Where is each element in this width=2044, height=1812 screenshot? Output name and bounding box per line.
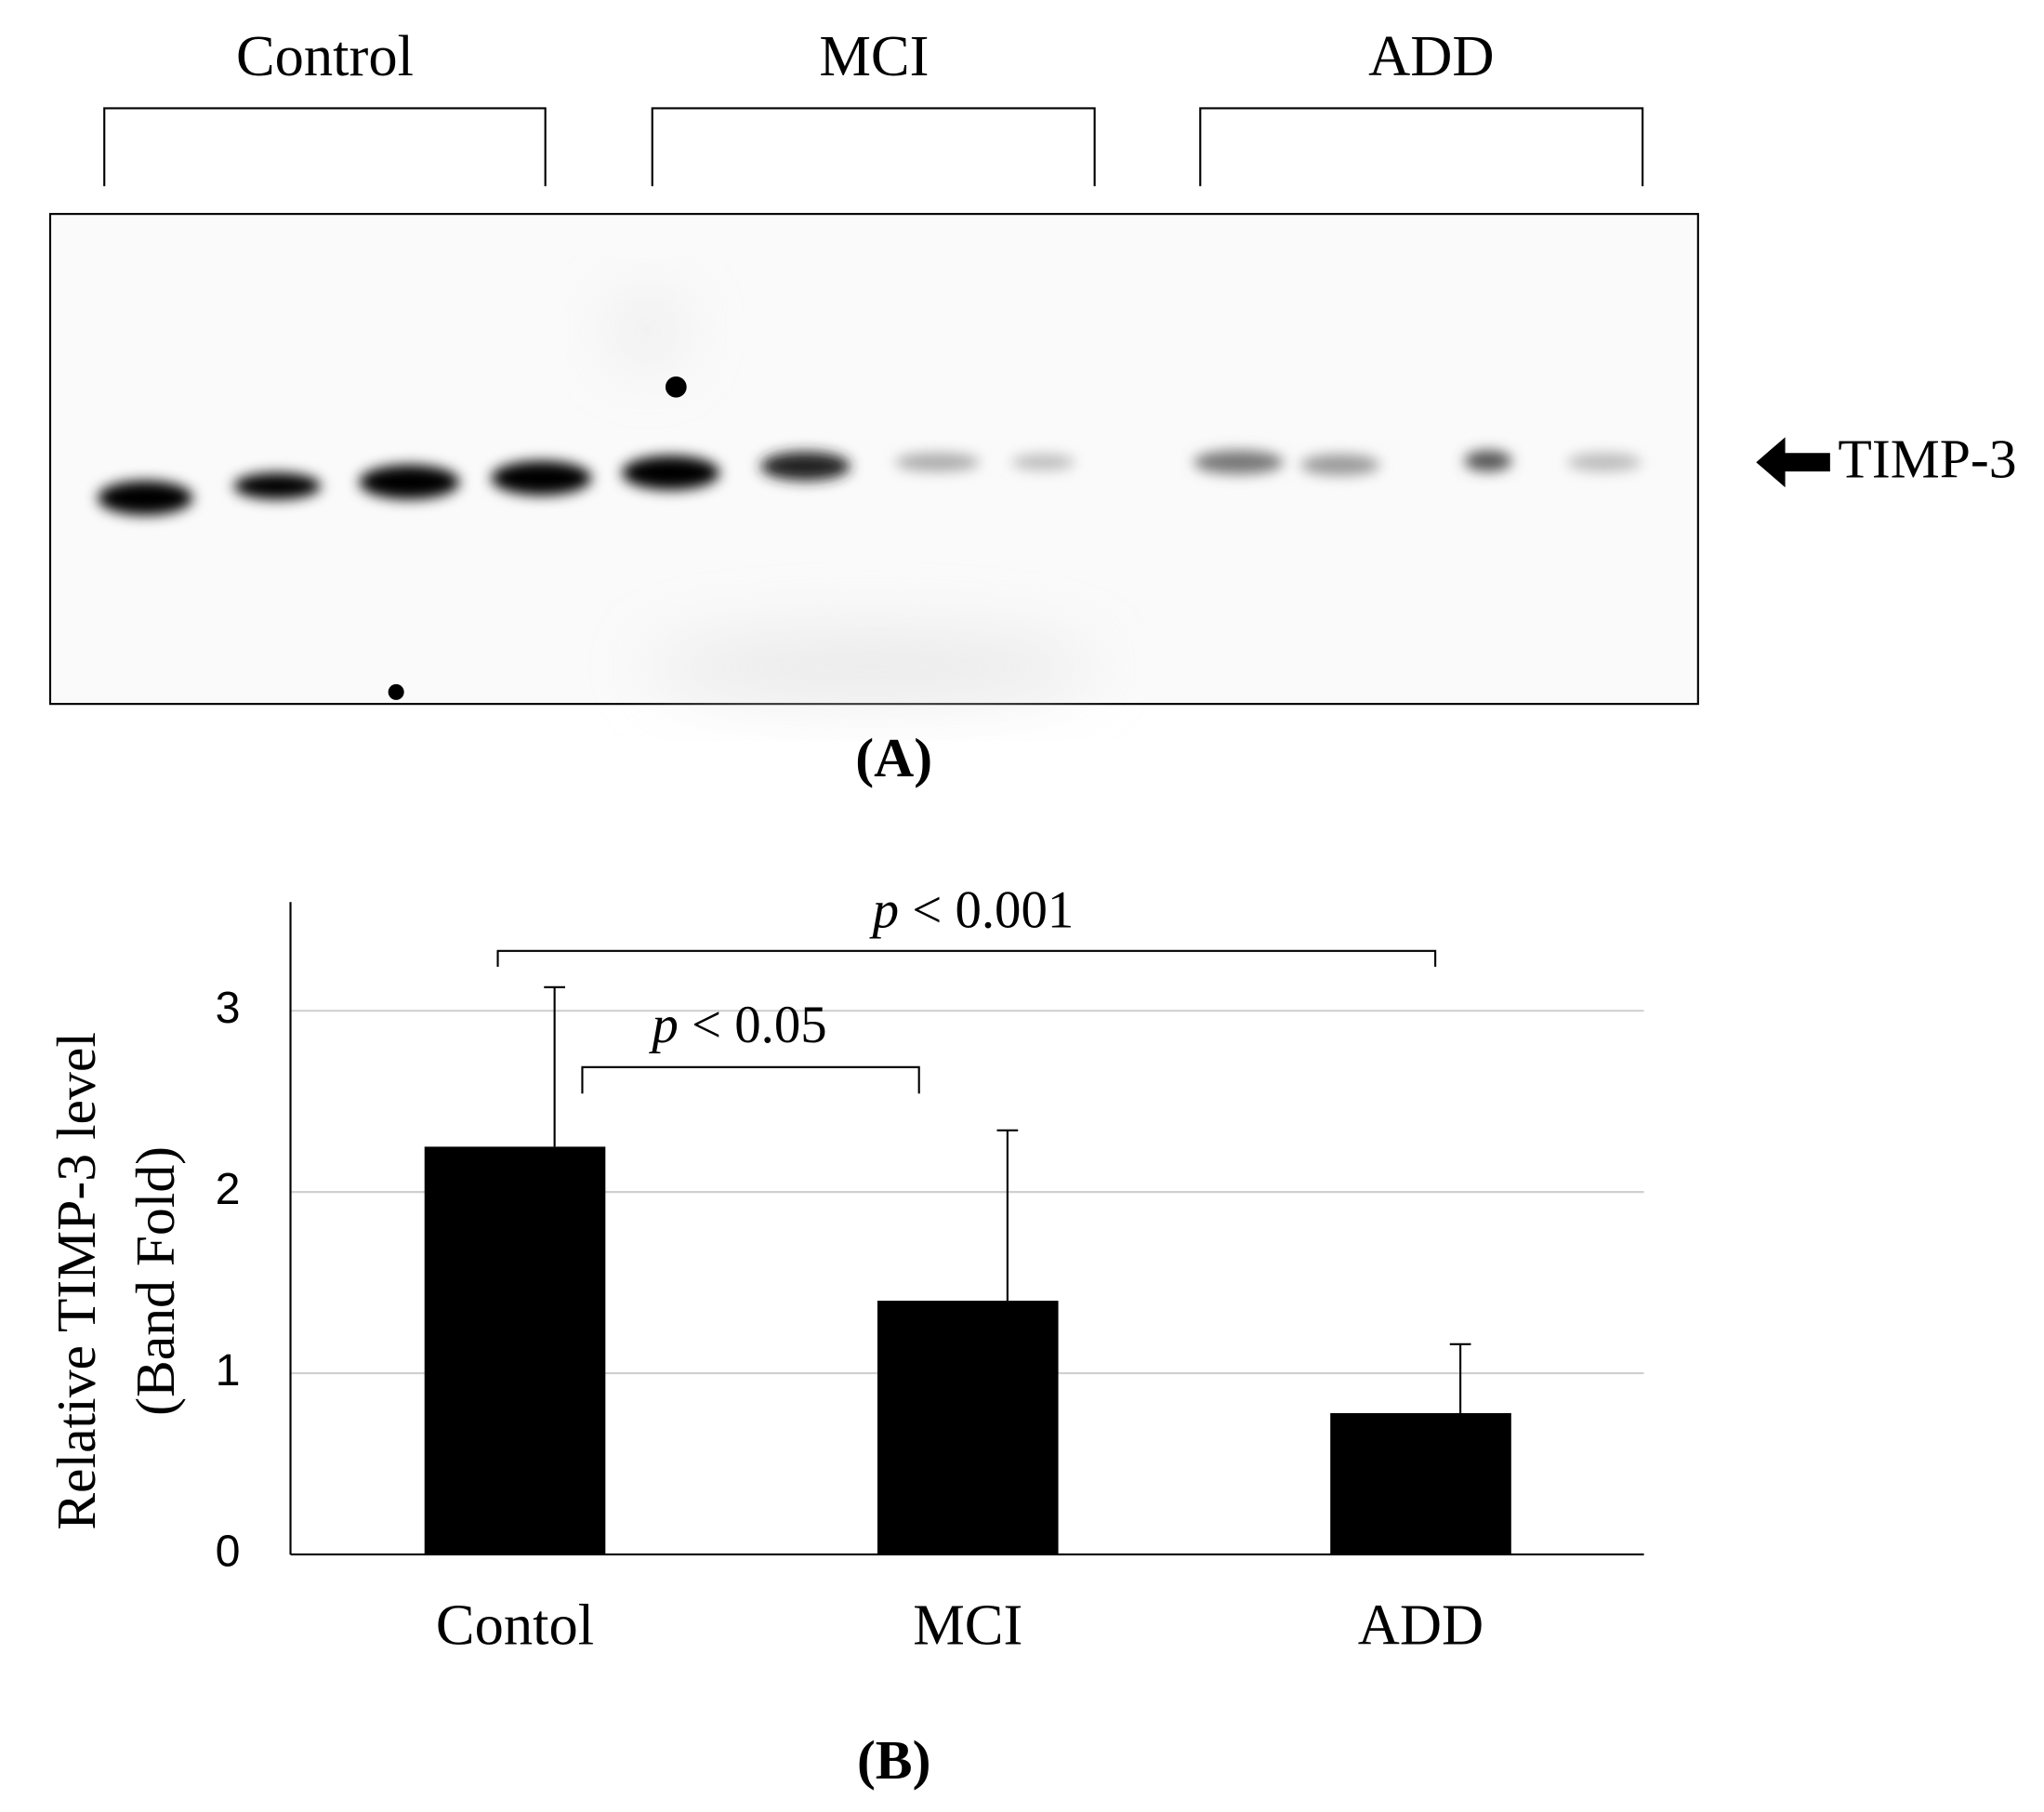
bar-chart: Relative TIMP-3 level (Band Fold) (B) 0 1…	[46, 880, 1644, 1791]
bar	[877, 1301, 1059, 1554]
bar	[424, 1146, 606, 1554]
x-tick-label: ADD	[1358, 1593, 1484, 1658]
significance-label: p < 0.001	[869, 880, 1075, 939]
y-tick-label: 1	[216, 1345, 241, 1395]
blot-background	[613, 297, 1097, 700]
bar	[1330, 1412, 1511, 1554]
significance-bracket	[581, 1065, 920, 1094]
band-arrow	[1756, 437, 1830, 488]
y-tick-label: 2	[216, 1164, 241, 1214]
blot-bands	[98, 450, 1642, 516]
panel-label: (B)	[857, 1729, 931, 1791]
y-tick-label: 0	[216, 1527, 241, 1577]
blot-spot	[388, 683, 404, 700]
x-tick-label: Contol	[436, 1593, 594, 1658]
group-label: MCI	[819, 23, 929, 88]
blot-panel: Control MCI ADD TIMP-3 (A)	[48, 23, 2017, 788]
x-tick-label: MCI	[913, 1593, 1022, 1658]
group-label: ADD	[1368, 23, 1494, 88]
y-tick-label: 3	[216, 983, 241, 1033]
panel-label: (A)	[855, 727, 932, 788]
band-label: TIMP-3	[1838, 429, 2016, 490]
significance-label: p < 0.05	[648, 996, 826, 1054]
y-axis-label: (Band Fold)	[125, 1146, 186, 1416]
significance-bracket	[496, 949, 1437, 967]
group-brackets	[103, 107, 1644, 187]
blot-image	[48, 213, 1699, 706]
group-label: Control	[236, 23, 414, 88]
y-axis-label: Relative TIMP-3 level	[46, 1032, 107, 1530]
blot-spot	[665, 376, 687, 398]
